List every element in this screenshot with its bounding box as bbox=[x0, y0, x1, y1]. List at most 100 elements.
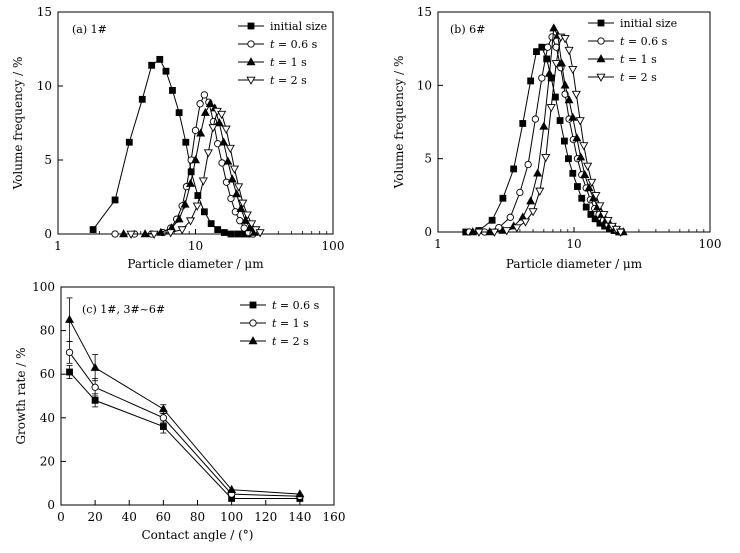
panel-a-ylabel: Volume frequency / % bbox=[11, 57, 25, 191]
panel-c-series-0-point bbox=[159, 423, 167, 430]
panel-a-series-1-point bbox=[218, 159, 226, 167]
panel-b-series-3-point bbox=[474, 228, 484, 237]
panel-a-xlabel: Particle diameter / μm bbox=[127, 257, 264, 271]
panel-b-xtick-label: 1 bbox=[434, 237, 442, 251]
panel-b-xtick-label: 100 bbox=[699, 237, 722, 251]
panel-b-series-2-point bbox=[572, 133, 582, 142]
panel-a-series-0-point bbox=[227, 230, 235, 238]
panel-b-series-2-point bbox=[533, 168, 543, 177]
panel-b-series-3-point bbox=[528, 208, 538, 217]
panel-b-plot: 0 5 10 15 1 10 100 initial size t = 0.6 s t = 1 s… bbox=[417, 5, 722, 251]
panel-c-ytick-label: 60 bbox=[40, 367, 55, 381]
panel-b-series-3-point bbox=[551, 60, 561, 69]
panel-b-legend-marker bbox=[597, 37, 605, 45]
panel-a-ytick-label: 15 bbox=[37, 5, 52, 19]
panel-b-series-3-point bbox=[579, 142, 589, 151]
panel-b-series-3-point bbox=[535, 187, 545, 196]
panel-a-series-0-point bbox=[125, 138, 133, 146]
panel-a-legend-marker bbox=[246, 57, 256, 66]
panel-b: (b) 6# Particle diameter / μm Volume fre… bbox=[392, 5, 721, 271]
panel-a-ytick-label: 10 bbox=[37, 79, 52, 93]
panel-c-series-0-point bbox=[91, 396, 99, 404]
panel-c-series-0-point bbox=[66, 368, 73, 376]
panel-b-series-2-point bbox=[560, 80, 570, 89]
panel-a-series-0-point bbox=[175, 109, 183, 117]
panel-b-series-3-point bbox=[599, 211, 609, 220]
panel-c-legend-marker bbox=[249, 319, 257, 327]
panel-a-legend-marker bbox=[247, 40, 255, 48]
panel-b-series-1-point bbox=[538, 74, 546, 82]
panel-b-ylabel: Volume frequency / % bbox=[392, 56, 406, 190]
panel-a-series-0-point bbox=[169, 87, 176, 94]
panel-b-series-3-point bbox=[564, 46, 574, 56]
panel-c-xtick-label: 40 bbox=[122, 510, 137, 524]
panel-a-legend-label: t = 2 s bbox=[270, 74, 307, 87]
panel-b-legend-label: t = 1 s bbox=[620, 53, 657, 66]
panel-b-series-3-point bbox=[546, 104, 556, 113]
panel-a-series-3-point bbox=[198, 177, 208, 186]
panel-b-series-0-point bbox=[587, 210, 595, 218]
panel-b-series-3-point bbox=[560, 35, 570, 44]
panel-a-series-1-point bbox=[200, 91, 209, 99]
panel-a-series-3-point bbox=[247, 220, 257, 229]
panel-b-ytick-label: 5 bbox=[424, 152, 432, 166]
panel-a: (a) 1# Particle diameter / μm Volume fre… bbox=[11, 5, 344, 271]
panel-b-series-2-point bbox=[568, 112, 578, 121]
panel-b-series-0-point bbox=[543, 55, 551, 63]
panel-a-series-0-point bbox=[182, 138, 190, 146]
panel-a-series-0-point bbox=[207, 220, 215, 228]
panel-b-legend-marker bbox=[597, 19, 605, 27]
panel-b-series-3-point bbox=[568, 65, 578, 75]
panel-a-series-3-point bbox=[203, 149, 213, 158]
panel-b-series-2-point bbox=[576, 152, 586, 161]
panel-c-xlabel: Contact angle / (°) bbox=[141, 528, 253, 542]
panel-b-series-2-point bbox=[564, 95, 574, 104]
panel-a-series-2-point bbox=[200, 107, 210, 116]
panel-b-series-3-point bbox=[571, 90, 581, 100]
panel-a-series-3-point bbox=[242, 211, 252, 220]
panel-b-series-3-point bbox=[575, 117, 585, 126]
panel-b-ytick-label: 10 bbox=[417, 78, 432, 92]
panel-c-series-2-point bbox=[158, 404, 168, 413]
panel-a-series-3-point bbox=[234, 183, 244, 192]
panel-a-series-2-point bbox=[196, 128, 206, 137]
panel-a-series-3-point bbox=[217, 110, 227, 120]
panel-b-series-0-point bbox=[574, 183, 581, 190]
panel-c-ylabel: Growth rate / % bbox=[14, 347, 28, 444]
panel-c-legend-marker bbox=[249, 301, 257, 309]
panel-a-series-3-point bbox=[166, 229, 176, 238]
panel-a-series-2-point bbox=[205, 98, 215, 107]
panel-a-series-2-point bbox=[191, 155, 200, 164]
panel-a-legend-label: t = 1 s bbox=[270, 56, 307, 69]
panel-c-legend-label: t = 0.6 s bbox=[272, 299, 320, 312]
panel-b-series-0-point bbox=[561, 137, 568, 145]
panel-b-series-1-point bbox=[516, 188, 524, 197]
panel-a-series-1-point bbox=[191, 126, 200, 135]
panel-c-series-1-point bbox=[159, 414, 168, 422]
panel-b-series-0-point bbox=[569, 169, 577, 177]
panel-b-ytick-label: 15 bbox=[417, 5, 432, 19]
panel-b-series-3-point bbox=[541, 153, 551, 163]
panel-b-legend-marker bbox=[596, 73, 606, 82]
panel-a-series-3-point bbox=[221, 125, 231, 134]
panel-a-xtick-label: 10 bbox=[188, 239, 203, 253]
panel-a-series-0-point bbox=[138, 95, 146, 103]
panel-c-ytick-label: 0 bbox=[47, 498, 55, 512]
panel-b-series-0-point bbox=[556, 117, 564, 124]
panel-b-series-0-point bbox=[510, 165, 518, 173]
panel-a-series-2-point bbox=[227, 174, 237, 183]
panel-b-series-3-point bbox=[591, 192, 601, 201]
panel-b-series-1-point bbox=[506, 213, 514, 221]
panel-b-series-2-point bbox=[557, 58, 567, 67]
panel-a-series-2-point bbox=[236, 204, 246, 213]
panel-b-legend-label: t = 2 s bbox=[620, 71, 657, 84]
panel-c-series-1-point bbox=[65, 348, 74, 357]
panel-c-series-2-point bbox=[295, 489, 305, 498]
panel-c-xtick-label: 60 bbox=[156, 510, 171, 524]
panel-b-series-3-point bbox=[616, 228, 626, 237]
panel-a-series-0-point bbox=[162, 67, 170, 75]
panel-c-ytick-label: 80 bbox=[40, 324, 55, 338]
panel-b-series-0-point bbox=[578, 194, 586, 202]
panel-a-series-0-point bbox=[200, 208, 208, 216]
